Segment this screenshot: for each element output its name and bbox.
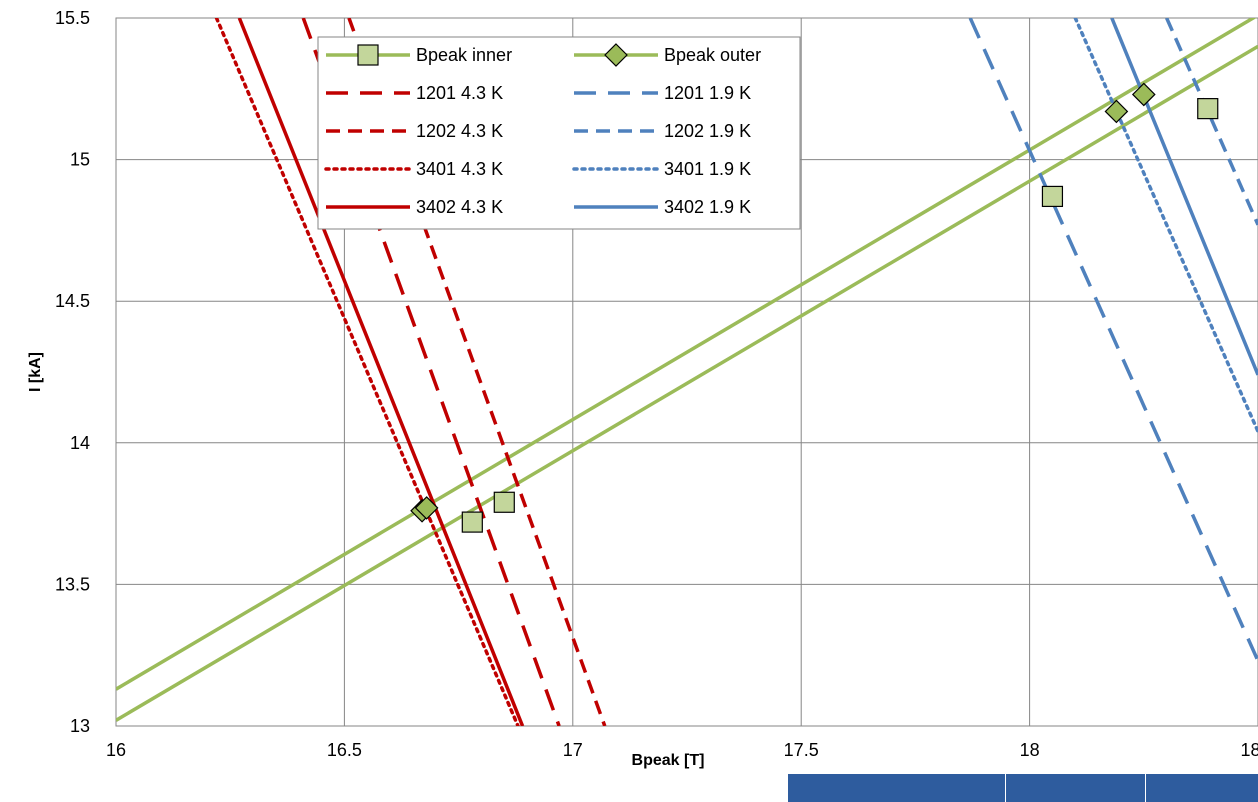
legend-label: Bpeak outer — [664, 45, 761, 65]
legend-marker — [357, 44, 379, 66]
table-header-strip — [788, 774, 1258, 802]
y-tick-label: 15.5 — [55, 8, 90, 28]
series-line — [347, 18, 607, 726]
y-tick-label: 15 — [70, 150, 90, 170]
legend-box — [317, 36, 801, 230]
x-tick-label: 16.5 — [327, 740, 362, 760]
data-point-marker — [1104, 99, 1129, 124]
legend-label: 3401 1.9 K — [664, 159, 751, 179]
legend-label: 1202 1.9 K — [664, 121, 751, 141]
legend-label: 1201 4.3 K — [416, 83, 503, 103]
data-point-marker — [1197, 98, 1219, 120]
x-tick-label: 16 — [106, 740, 126, 760]
y-tick-label: 13.5 — [55, 574, 90, 594]
series-line — [237, 18, 525, 726]
series-markers — [410, 82, 1219, 533]
legend-label: 3402 1.9 K — [664, 197, 751, 217]
y-tick-label: 13 — [70, 716, 90, 736]
data-point-marker — [1131, 82, 1156, 107]
series-line — [116, 18, 1257, 691]
legend-label: 3401 4.3 K — [416, 159, 503, 179]
x-tick-label: 18.5 — [1240, 740, 1258, 760]
y-tick-labels: 13 13.5 14 14.5 15 15.5 — [55, 8, 90, 736]
x-axis-title: Bpeak [T] — [632, 752, 705, 769]
series-line — [1110, 18, 1258, 376]
series-line — [116, 44, 1258, 722]
legend-label: 3402 4.3 K — [416, 197, 503, 217]
data-point-marker — [414, 496, 439, 520]
data-point-marker — [1041, 185, 1064, 208]
x-tick-label: 17.5 — [784, 740, 819, 760]
y-tick-label: 14 — [70, 433, 90, 453]
y-tick-label: 14.5 — [55, 291, 90, 311]
table-header-cell — [788, 774, 1006, 802]
y-axis-title: I [kA] — [27, 352, 44, 392]
legend: Bpeak inner Bpeak outer 1201 4.3 K 1202 4.3… — [317, 36, 801, 230]
table-header-cell — [1006, 774, 1146, 802]
series-line — [1165, 18, 1258, 226]
x-tick-label: 17 — [563, 740, 583, 760]
x-tick-label: 18 — [1020, 740, 1040, 760]
legend-label: 1201 1.9 K — [664, 83, 751, 103]
legend-label: Bpeak inner — [416, 45, 512, 65]
plot-area — [115, 17, 1258, 727]
data-point-marker — [461, 511, 483, 533]
series-line — [1073, 18, 1258, 434]
legend-label: 1202 4.3 K — [416, 121, 503, 141]
x-tick-labels: 16 16.5 17 17.5 18 18.5 — [106, 740, 1258, 760]
data-point-marker — [493, 491, 515, 513]
series-line — [214, 18, 520, 726]
series-line — [968, 18, 1258, 662]
legend-marker — [604, 43, 628, 67]
series-line — [301, 18, 561, 726]
table-header-cell — [1146, 774, 1258, 802]
series-lines — [116, 18, 1258, 726]
